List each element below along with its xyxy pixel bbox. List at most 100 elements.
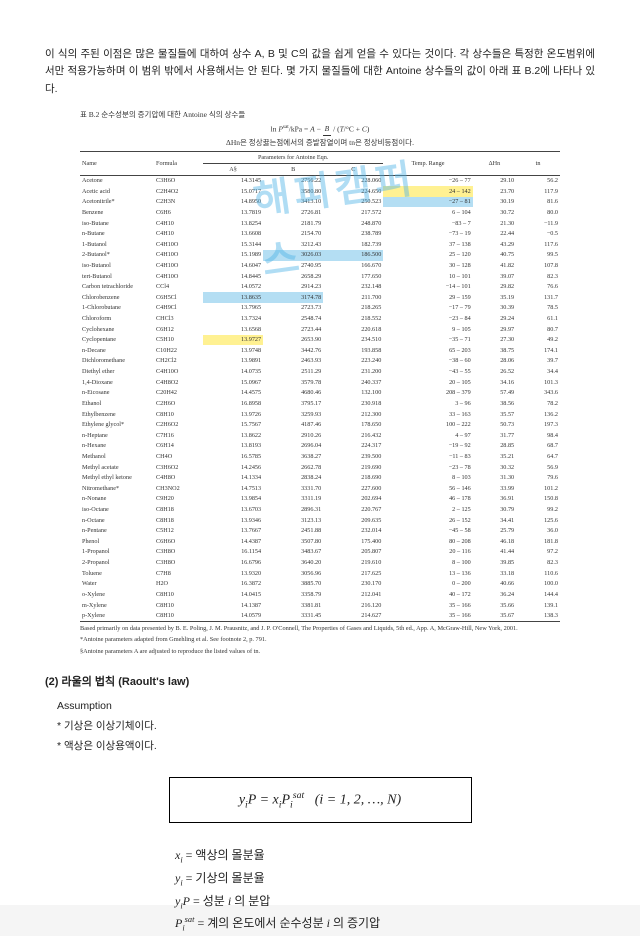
cell-value: 218.690 (323, 473, 383, 484)
cell-value: 13.9891 (203, 356, 263, 367)
table-row: iso-OctaneC8H1813.67032896.31220.7672 – … (80, 505, 560, 516)
cell-value: 80.7 (516, 324, 560, 335)
cell-value: −35 – 71 (383, 335, 472, 346)
cell-value: 220.767 (323, 505, 383, 516)
cell-value: 40.66 (473, 579, 516, 590)
cell-value: −19 – 92 (383, 441, 472, 452)
cell-value: 30.39 (473, 303, 516, 314)
cell-value: 8 – 103 (383, 473, 472, 484)
cell-formula: C4H10O (154, 239, 203, 250)
cell-name: Ethylbenzene (80, 409, 154, 420)
cell-value: 3 – 96 (383, 398, 472, 409)
cell-formula: C4H9Cl (154, 303, 203, 314)
cell-value: 16.6796 (203, 558, 263, 569)
cell-value: 219.690 (323, 462, 383, 473)
table-row: DichloromethaneCH2Cl213.98912463.93223.2… (80, 356, 560, 367)
th-formula: Formula (154, 152, 203, 175)
cell-value: −73 – 19 (383, 229, 472, 240)
cell-value: −38 – 60 (383, 356, 472, 367)
cell-value: 28.85 (473, 441, 516, 452)
cell-value: 65 – 203 (383, 345, 472, 356)
cell-value: 3507.80 (263, 536, 323, 547)
cell-value: 36.91 (473, 494, 516, 505)
cell-value: 14.8445 (203, 271, 263, 282)
cell-formula: C4H10O (154, 367, 203, 378)
cell-formula: C2H6O2 (154, 420, 203, 431)
cell-value: 13.8193 (203, 441, 263, 452)
cell-value: 13.7324 (203, 314, 263, 325)
cell-value: 34.4 (516, 367, 560, 378)
table-row: o-XyleneC8H1014.04153358.79212.04140 – 1… (80, 589, 560, 600)
cell-value: 2511.29 (263, 367, 323, 378)
cell-value: 4680.46 (263, 388, 323, 399)
cell-value: 37 – 138 (383, 239, 472, 250)
cell-value: 14.1387 (203, 600, 263, 611)
section2-title: (2) 라울의 법칙 (Raoult's law) (45, 674, 595, 691)
table-row: Methyl ethyl ketoneC4H8O14.13342838.2421… (80, 473, 560, 484)
cell-value: 144.4 (516, 589, 560, 600)
cell-value: 14.0415 (203, 589, 263, 600)
cell-value: 150.8 (516, 494, 560, 505)
cell-value: 240.337 (323, 377, 383, 388)
cell-value: 181.8 (516, 536, 560, 547)
table-row: n-HeptaneC7H1613.86222910.26216.4324 – 9… (80, 430, 560, 441)
cell-value: 3885.70 (263, 579, 323, 590)
cell-value: 25.79 (473, 526, 516, 537)
assumption-2: * 액상은 이상용액이다. (57, 737, 595, 757)
cell-value: 209.635 (323, 515, 383, 526)
table-row: PhenolC6H6O14.43873507.80175.40080 – 208… (80, 536, 560, 547)
cell-name: Water (80, 579, 154, 590)
cell-value: 211.700 (323, 292, 383, 303)
table-row: Carbon tetrachlorideCCl414.05722914.2323… (80, 282, 560, 293)
cell-value: 13.7667 (203, 526, 263, 537)
cell-value: 41.82 (473, 261, 516, 272)
cell-value: 39.7 (516, 356, 560, 367)
cell-name: iso-Octane (80, 505, 154, 516)
cell-value: 35.57 (473, 409, 516, 420)
table-footnote-3: §Antoine parameters A are adjusted to re… (80, 648, 560, 656)
legend-psat: Pisat = 계의 온도에서 순수성분 i 의 증기압 (175, 913, 595, 936)
cell-value: 117.6 (516, 239, 560, 250)
table-row: Diethyl etherC4H10O14.07352511.29231.200… (80, 367, 560, 378)
cell-value: 46 – 178 (383, 494, 472, 505)
cell-value: 38.56 (473, 398, 516, 409)
cell-value: 80.0 (516, 207, 560, 218)
cell-formula: CCl4 (154, 282, 203, 293)
cell-value: 2 – 125 (383, 505, 472, 516)
cell-value: 9 – 105 (383, 324, 472, 335)
cell-value: 14.8950 (203, 197, 263, 208)
cell-value: 3413.10 (263, 197, 323, 208)
cell-value: 13.6608 (203, 229, 263, 240)
cell-name: n-Decane (80, 345, 154, 356)
cell-value: 217.625 (323, 568, 383, 579)
cell-name: 1-Butanol (80, 239, 154, 250)
table-row: 1-ChlorobutaneC4H9Cl13.79652723.73218.26… (80, 303, 560, 314)
cell-value: 97.2 (516, 547, 560, 558)
cell-value: 230.170 (323, 579, 383, 590)
intro-paragraph: 이 식의 주된 이점은 많은 물질들에 대하여 상수 A, B 및 C의 값을 … (45, 46, 595, 100)
cell-formula: C3H6O2 (154, 462, 203, 473)
cell-value: 177.650 (323, 271, 383, 282)
cell-value: 202.694 (323, 494, 383, 505)
cell-value: 107.8 (516, 261, 560, 272)
cell-value: 20 – 105 (383, 377, 472, 388)
cell-value: 39.07 (473, 271, 516, 282)
cell-value: 3331.45 (263, 611, 323, 622)
cell-value: 15.3144 (203, 239, 263, 250)
cell-value: 2653.90 (263, 335, 323, 346)
cell-value: 232.014 (323, 526, 383, 537)
cell-value: 125.6 (516, 515, 560, 526)
cell-formula: C3H6O (154, 175, 203, 186)
cell-name: Nitromethane* (80, 483, 154, 494)
cell-formula: C2H3N (154, 197, 203, 208)
cell-formula: C4H10O (154, 250, 203, 261)
cell-value: 33 – 163 (383, 409, 472, 420)
antoine-table: Name Formula Parameters for Antoine Eqn.… (80, 151, 560, 622)
cell-value: 13.7819 (203, 207, 263, 218)
cell-formula: CH3NO2 (154, 483, 203, 494)
cell-formula: C6H6O (154, 536, 203, 547)
cell-value: 35.67 (473, 611, 516, 622)
cell-value: −45 – 58 (383, 526, 472, 537)
th-antoine: Parameters for Antoine Eqn. (203, 152, 383, 164)
cell-value: −26 – 77 (383, 175, 472, 186)
